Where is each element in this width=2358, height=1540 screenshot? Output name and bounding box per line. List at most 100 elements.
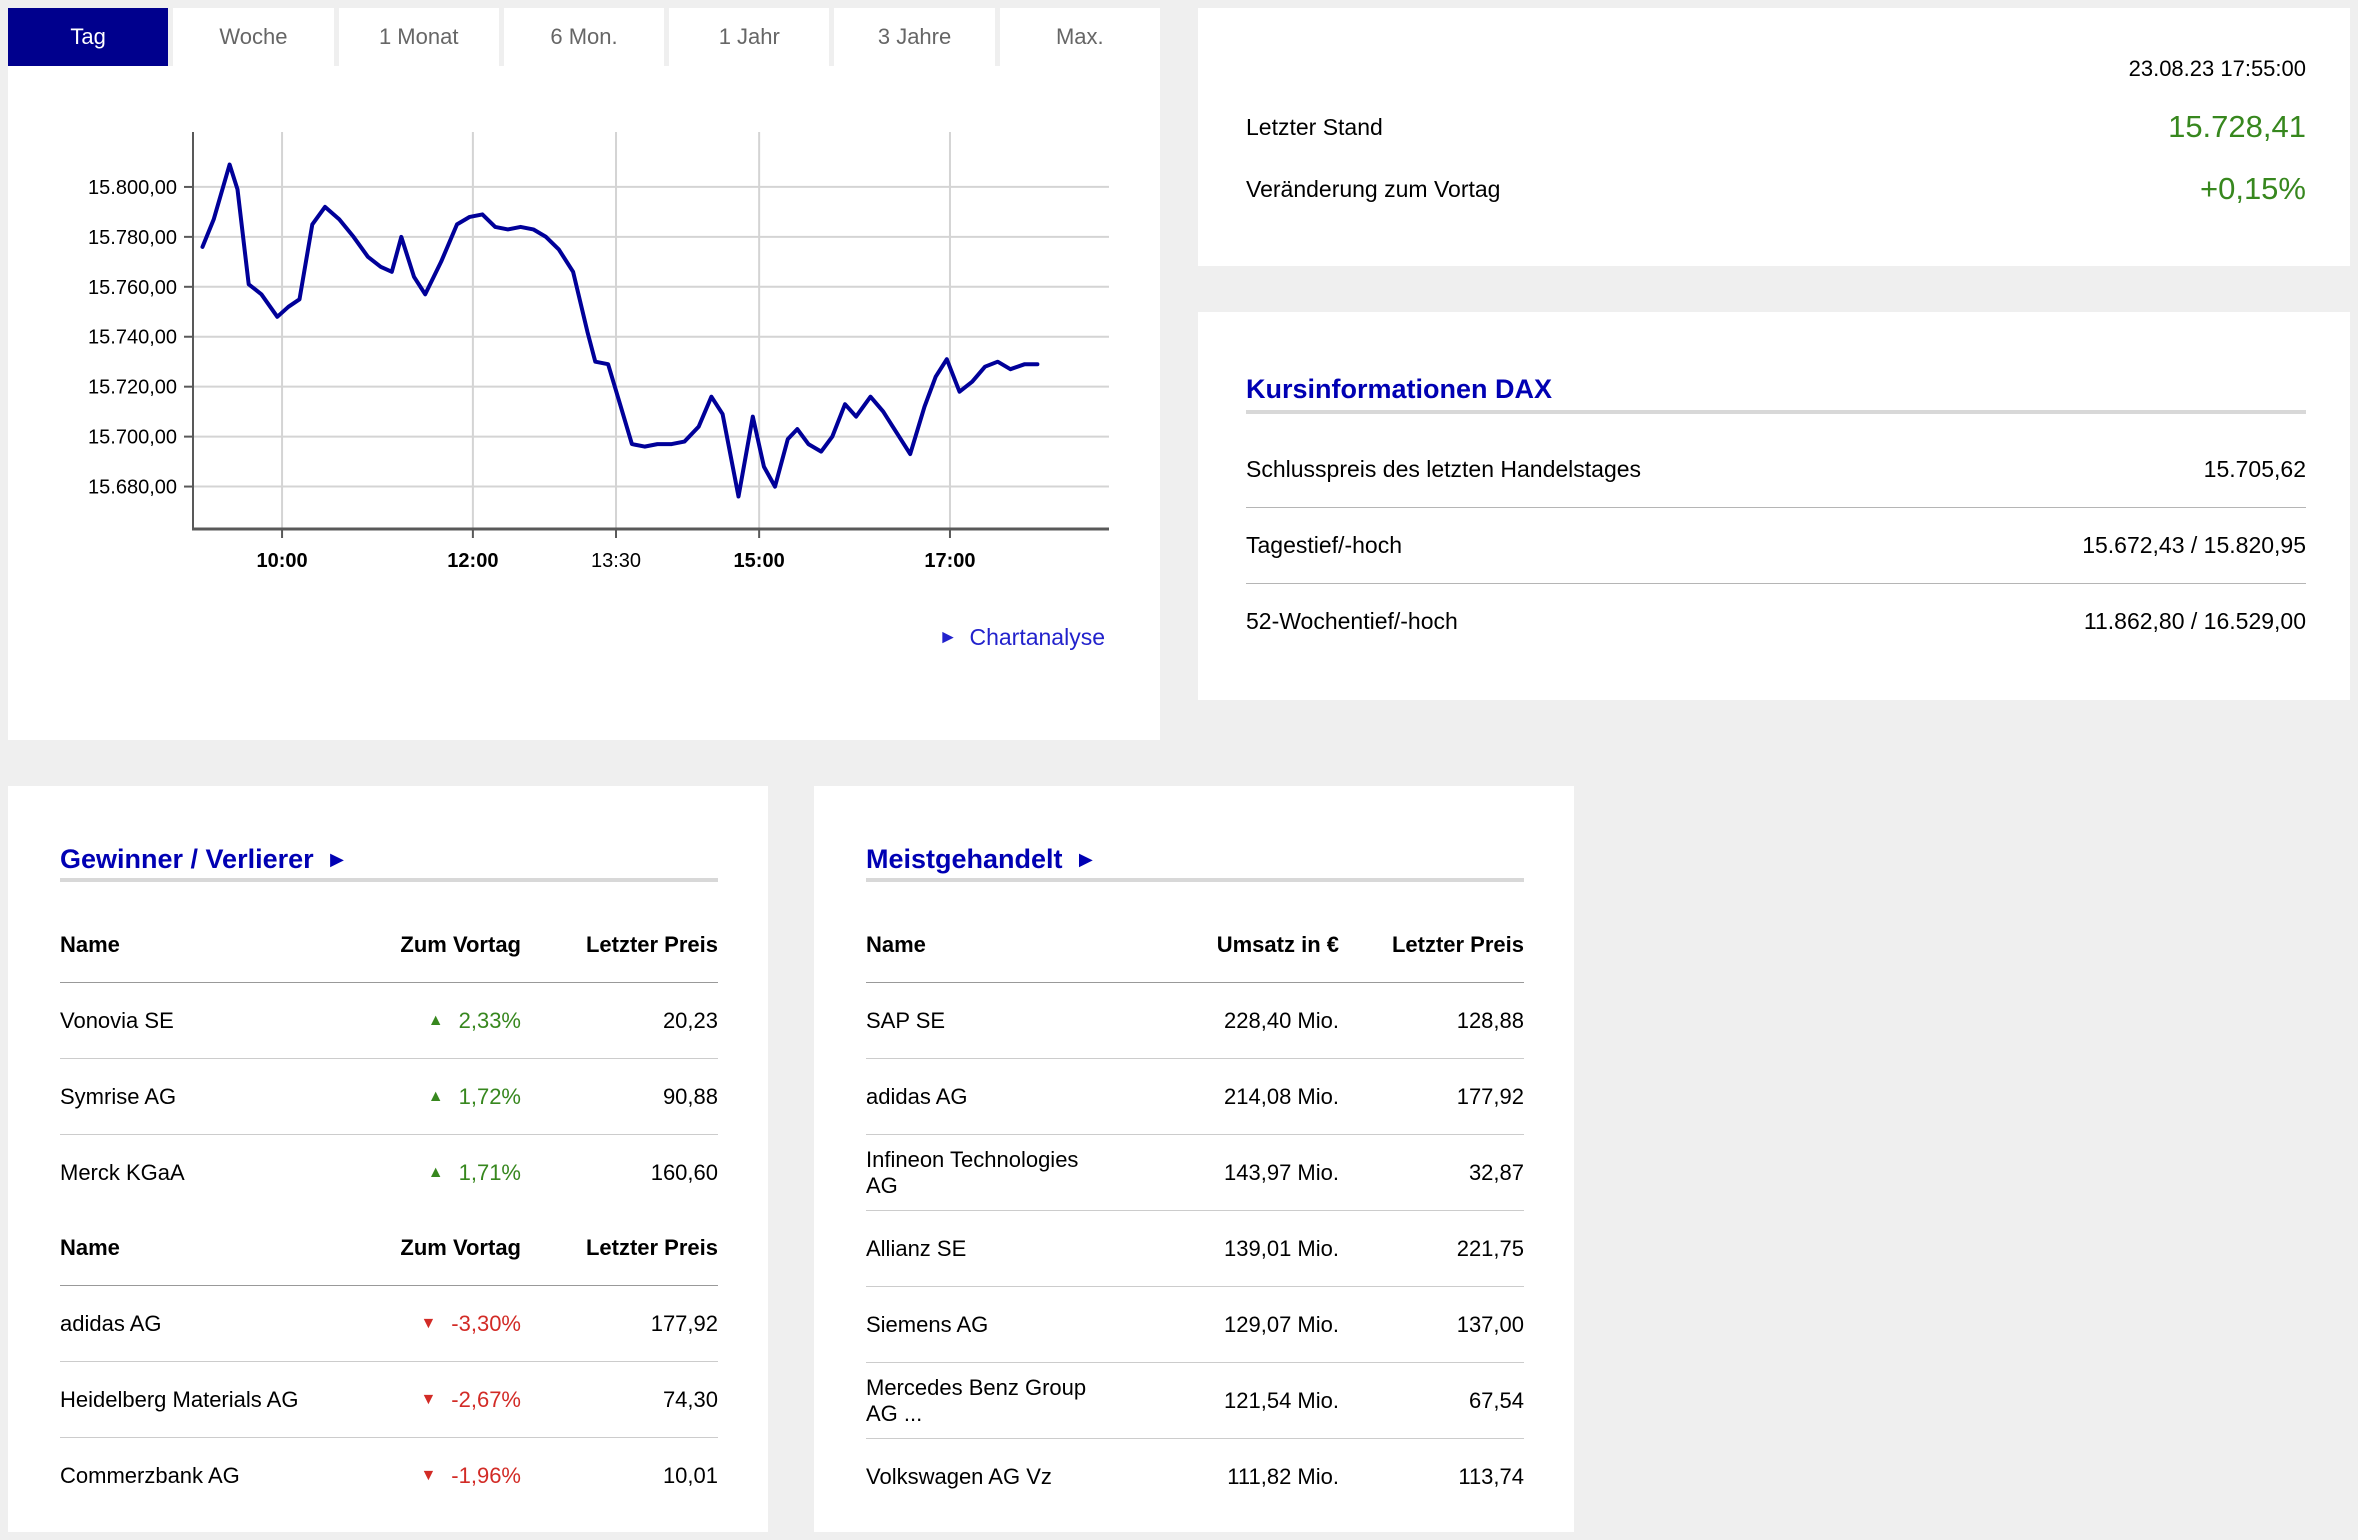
stock-name: SAP SE <box>866 1007 946 1033</box>
arrow-right-icon: ► <box>325 846 349 873</box>
table-row-traded: Siemens AG 129,07 Mio. 137,00 <box>866 1286 1524 1362</box>
arrow-right-icon: ► <box>938 627 958 648</box>
change-cell: ▲ 1,71% <box>321 1160 521 1186</box>
last-price: 221,75 <box>1456 1235 1524 1261</box>
triangle-up-icon: ▲ <box>427 1011 444 1029</box>
triangle-up-icon: ▲ <box>427 1163 444 1181</box>
svg-text:13:30: 13:30 <box>591 550 641 572</box>
stock-name: Volkswagen AG Vz <box>866 1463 1052 1489</box>
tab-1-monat[interactable]: 1 Monat <box>338 8 499 66</box>
svg-text:15.780,00: 15.780,00 <box>88 227 177 249</box>
chartanalyse-link[interactable]: ► Chartanalyse <box>939 624 1105 651</box>
last-price: 137,00 <box>1456 1311 1524 1337</box>
column-header-name: Name <box>60 931 120 957</box>
stock-name: Siemens AG <box>866 1311 989 1337</box>
volume: 228,40 Mio. <box>1224 1007 1339 1033</box>
change-cell: ▼ -3,30% <box>321 1311 521 1337</box>
volume: 111,82 Mio. <box>1227 1463 1339 1489</box>
svg-text:15.720,00: 15.720,00 <box>88 377 177 399</box>
meistgehandelt-panel: Meistgehandelt ► Name Umsatz in € Letzte… <box>814 786 1574 1532</box>
change-percent: 1,71% <box>458 1159 521 1185</box>
tab-tag[interactable]: Tag <box>8 8 169 66</box>
table-row-loser: Commerzbank AG ▼ -1,96% 10,01 <box>60 1437 718 1513</box>
last-price: 10,01 <box>662 1462 718 1488</box>
change-percent: -2,67% <box>451 1386 521 1412</box>
info-label: Tagestief/-hoch <box>1246 532 1402 558</box>
svg-text:15.700,00: 15.700,00 <box>88 427 177 449</box>
last-price: 32,87 <box>1468 1159 1524 1185</box>
kursinformationen-rows: Schlusspreis des letzten Handelstages 15… <box>1246 432 2306 659</box>
volume: 143,97 Mio. <box>1224 1159 1339 1185</box>
table-row-traded: SAP SE 228,40 Mio. 128,88 <box>866 982 1524 1058</box>
table-row-traded: Volkswagen AG Vz 111,82 Mio. 113,74 <box>866 1438 1524 1514</box>
last-price: 20,23 <box>662 1007 718 1033</box>
gewinner-verlierer-title-link[interactable]: Gewinner / Verlierer ► <box>60 844 348 875</box>
quote-panel: 23.08.23 17:55:00 Letzter Stand 15.728,4… <box>1198 8 2350 266</box>
info-label: Schlusspreis des letzten Handelstages <box>1246 456 1642 482</box>
last-price-value: 15.728,41 <box>2168 109 2306 144</box>
change-percent: -3,30% <box>451 1310 521 1336</box>
volume: 129,07 Mio. <box>1224 1311 1339 1337</box>
chartanalyse-label: Chartanalyse <box>969 624 1105 650</box>
info-row-tagestief-hoch: Tagestief/-hoch 15.672,43 / 15.820,95 <box>1246 507 2306 583</box>
tab-1-jahr[interactable]: 1 Jahr <box>669 8 830 66</box>
last-price: 160,60 <box>650 1159 718 1185</box>
table-row-loser: adidas AG ▼ -3,30% 177,92 <box>60 1285 718 1361</box>
change-row: Veränderung zum Vortag +0,15% <box>1246 166 2306 212</box>
stock-name: adidas AG <box>60 1310 162 1336</box>
volume: 214,08 Mio. <box>1224 1083 1339 1109</box>
gewinner-verlierer-title: Gewinner / Verlierer <box>60 844 314 875</box>
column-header-price: Letzter Preis <box>1391 931 1524 957</box>
tab-3-jahre[interactable]: 3 Jahre <box>834 8 995 66</box>
stock-name: Vonovia SE <box>60 1007 174 1033</box>
svg-text:15.740,00: 15.740,00 <box>88 327 177 349</box>
change-cell: ▼ -2,67% <box>321 1387 521 1413</box>
stock-name: Heidelberg Materials AG <box>60 1386 299 1412</box>
change-cell: ▲ 1,72% <box>321 1084 521 1110</box>
stock-name: Allianz SE <box>866 1235 967 1261</box>
meistgehandelt-title-link[interactable]: Meistgehandelt ► <box>866 844 1097 875</box>
meistgehandelt-title: Meistgehandelt <box>866 844 1063 875</box>
last-price: 67,54 <box>1468 1387 1524 1413</box>
stock-name: Commerzbank AG <box>60 1462 240 1488</box>
gainers-losers-table: Name Zum Vortag Letzter Preis Vonovia SE… <box>60 907 718 1513</box>
most-traded-table: Name Umsatz in € Letzter Preis SAP SE 22… <box>866 907 1524 1514</box>
tab-woche[interactable]: Woche <box>173 8 334 66</box>
column-header-volume: Umsatz in € <box>1216 931 1339 957</box>
last-price-row: Letzter Stand 15.728,41 <box>1246 104 2306 150</box>
stock-name: Mercedes Benz Group AG ... <box>866 1374 1087 1426</box>
table-row-gainer: Symrise AG ▲ 1,72% 90,88 <box>60 1058 718 1134</box>
chart-period-tabs: Tag Woche 1 Monat 6 Mon. 1 Jahr 3 Jahre … <box>8 8 1160 66</box>
triangle-down-icon: ▼ <box>420 1314 437 1332</box>
table-row-traded: Mercedes Benz Group AG ... 121,54 Mio. 6… <box>866 1362 1524 1438</box>
volume: 121,54 Mio. <box>1224 1387 1339 1413</box>
svg-text:17:00: 17:00 <box>924 550 975 572</box>
volume: 139,01 Mio. <box>1224 1235 1339 1261</box>
table-row-traded: Infineon Technologies AG 143,97 Mio. 32,… <box>866 1134 1524 1210</box>
tab-max[interactable]: Max. <box>999 8 1160 66</box>
stock-name: Merck KGaA <box>60 1159 185 1185</box>
tab-6-mon[interactable]: 6 Mon. <box>503 8 665 66</box>
quote-timestamp: 23.08.23 17:55:00 <box>2128 56 2306 81</box>
table-header-row: Name Zum Vortag Letzter Preis <box>60 1210 718 1285</box>
kursinformationen-panel: Kursinformationen DAX Schlusspreis des l… <box>1198 312 2350 700</box>
divider <box>60 878 718 882</box>
column-header-change: Zum Vortag <box>400 1234 521 1260</box>
change-cell: ▼ -1,96% <box>321 1463 521 1489</box>
info-row-schlusspreis: Schlusspreis des letzten Handelstages 15… <box>1246 432 2306 507</box>
divider <box>866 878 1524 882</box>
last-price: 74,30 <box>662 1386 718 1412</box>
last-price-label: Letzter Stand <box>1246 113 1383 140</box>
gewinner-verlierer-panel: Gewinner / Verlierer ► Name Zum Vortag L… <box>8 786 768 1532</box>
column-header-price: Letzter Preis <box>585 931 718 957</box>
last-price: 90,88 <box>662 1083 718 1109</box>
change-percent: 2,33% <box>458 1007 521 1033</box>
triangle-up-icon: ▲ <box>427 1087 444 1105</box>
column-header-name: Name <box>60 1234 120 1260</box>
change-cell: ▲ 2,33% <box>321 1008 521 1034</box>
table-row-traded: adidas AG 214,08 Mio. 177,92 <box>866 1058 1524 1134</box>
info-label: 52-Wochentief/-hoch <box>1246 608 1458 634</box>
stock-name: adidas AG <box>866 1083 968 1109</box>
triangle-down-icon: ▼ <box>420 1466 437 1484</box>
column-header-change: Zum Vortag <box>400 931 521 957</box>
